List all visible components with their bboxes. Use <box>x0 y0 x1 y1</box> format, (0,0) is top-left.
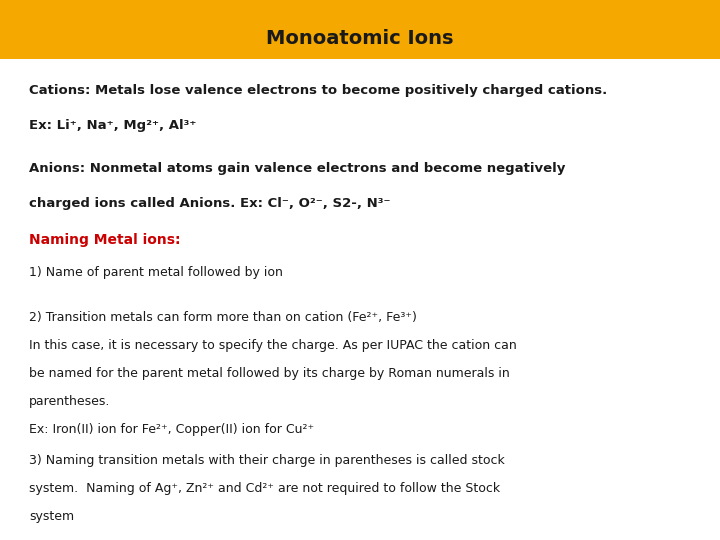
FancyBboxPatch shape <box>0 0 720 59</box>
Text: Ex: Iron(II) ion for Fe²⁺, Copper(II) ion for Cu²⁺: Ex: Iron(II) ion for Fe²⁺, Copper(II) io… <box>29 423 314 436</box>
Text: be named for the parent metal followed by its charge by Roman numerals in: be named for the parent metal followed b… <box>29 367 510 380</box>
Text: system: system <box>29 510 74 523</box>
Text: system.  Naming of Ag⁺, Zn²⁺ and Cd²⁺ are not required to follow the Stock: system. Naming of Ag⁺, Zn²⁺ and Cd²⁺ are… <box>29 482 500 495</box>
Text: 2) Transition metals can form more than on cation (Fe²⁺, Fe³⁺): 2) Transition metals can form more than … <box>29 310 417 323</box>
Text: Naming Metal ions:: Naming Metal ions: <box>29 233 180 247</box>
Text: Anions: Nonmetal atoms gain valence electrons and become negatively: Anions: Nonmetal atoms gain valence elec… <box>29 162 565 175</box>
Text: 3) Naming transition metals with their charge in parentheses is called stock: 3) Naming transition metals with their c… <box>29 454 505 467</box>
Text: charged ions called Anions. Ex: Cl⁻, O²⁻, S2-, N³⁻: charged ions called Anions. Ex: Cl⁻, O²⁻… <box>29 197 390 210</box>
Text: Monoatomic Ions: Monoatomic Ions <box>266 29 454 49</box>
Text: Ex: Li⁺, Na⁺, Mg²⁺, Al³⁺: Ex: Li⁺, Na⁺, Mg²⁺, Al³⁺ <box>29 119 196 132</box>
Text: Cations: Metals lose valence electrons to become positively charged cations.: Cations: Metals lose valence electrons t… <box>29 84 607 97</box>
Text: parentheses.: parentheses. <box>29 395 110 408</box>
Text: 1) Name of parent metal followed by ion: 1) Name of parent metal followed by ion <box>29 266 283 279</box>
Text: In this case, it is necessary to specify the charge. As per IUPAC the cation can: In this case, it is necessary to specify… <box>29 339 516 352</box>
